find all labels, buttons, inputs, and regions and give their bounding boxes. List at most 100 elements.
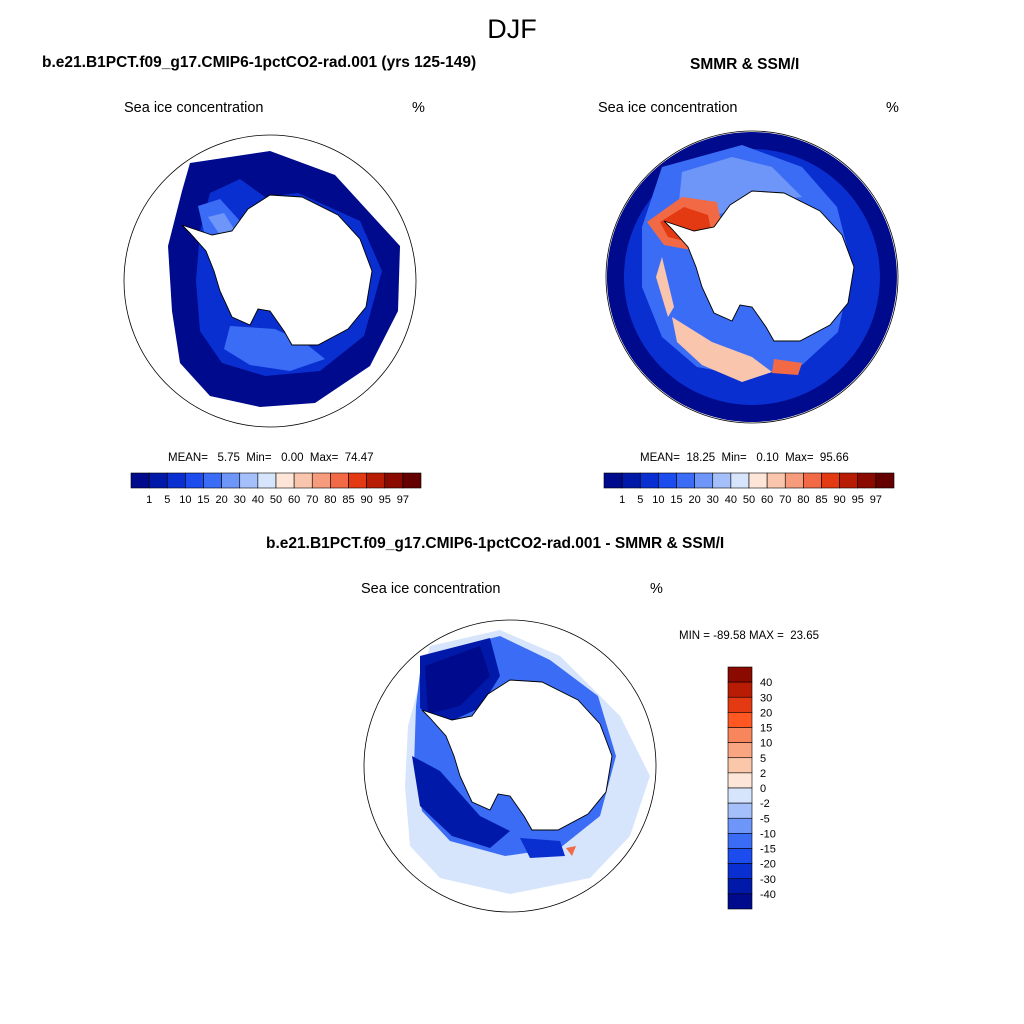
panel1-colorbar-tick-label: 50 [270, 494, 282, 506]
panel1-colorbar-tick-label: 5 [164, 494, 170, 506]
panel3-colorbar-swatch [727, 878, 753, 895]
panel2-colorbar-swatch [639, 472, 659, 489]
panel2-colorbar-swatch [603, 472, 623, 489]
panel2-colorbar-swatch [730, 472, 750, 489]
panel3-colorbar-tick-label: -5 [760, 813, 770, 825]
panel3-colorbar-swatch [727, 802, 753, 819]
panel3-colorbar-swatch [727, 666, 753, 683]
panel3-colorbar-swatch [727, 742, 753, 759]
panel1-colorbar-tick-label: 60 [288, 494, 300, 506]
panel3-colorbar-tick-label: 20 [760, 707, 772, 719]
panel2-variable-label: Sea ice concentration [598, 100, 738, 116]
panel1-colorbar-swatch [366, 472, 386, 489]
panel3-colorbar-swatch [727, 848, 753, 864]
panel3-colorbar-swatch [727, 696, 753, 713]
panel1-colorbar-tick-label: 97 [397, 494, 409, 506]
panel2-colorbar-swatch [803, 472, 822, 489]
panel2-colorbar-swatch [658, 472, 677, 489]
panel1-colorbar-tick-label: 15 [197, 494, 209, 506]
panel1-variable-label: Sea ice concentration [124, 100, 264, 116]
panel1-colorbar-swatch [185, 472, 204, 489]
panel1-colorbar-swatch [293, 472, 313, 489]
panel2-colorbar-tick-label: 1 [619, 494, 625, 506]
panel1-colorbar-swatch [311, 472, 331, 489]
panel3-colorbar-swatch [727, 863, 753, 880]
panel3-title: b.e21.B1PCT.f09_g17.CMIP6-1pctCO2-rad.00… [266, 535, 725, 552]
panel2-map [605, 130, 899, 424]
panel1-colorbar-tick-label: 20 [216, 494, 228, 506]
panel1-colorbar-swatch [257, 472, 277, 489]
panel2-colorbar-tick-label: 40 [725, 494, 737, 506]
panel2-colorbar-tick-label: 20 [689, 494, 701, 506]
panel2-colorbar-swatch [784, 472, 804, 489]
panel1-colorbar-swatch [203, 472, 222, 489]
panel2-colorbar-swatch [694, 472, 714, 489]
panel3-colorbar-tick-label: -40 [760, 889, 776, 901]
panel1-colorbar-tick-label: 85 [342, 494, 354, 506]
panel2-colorbar-tick-label: 97 [870, 494, 882, 506]
panel2-colorbar-tick-label: 90 [834, 494, 846, 506]
panel3-colorbar-tick-label: -20 [760, 859, 776, 871]
panel1-colorbar-tick-label: 95 [379, 494, 391, 506]
panel3-colorbar-swatch [727, 727, 753, 743]
panel3-colorbar-swatch [727, 817, 753, 834]
panel3-colorbar-tick-label: -15 [760, 844, 776, 856]
panel3-variable-label: Sea ice concentration [361, 581, 501, 597]
panel2-colorbar-tick-label: 60 [761, 494, 773, 506]
panel2-colorbar-swatch [875, 472, 895, 489]
panel3-colorbar-tick-label: 5 [760, 753, 766, 765]
panel2-colorbar-tick-label: 70 [779, 494, 791, 506]
panel2-colorbar-swatch [839, 472, 859, 489]
panel3-map [363, 619, 657, 913]
panel2-colorbar-tick-label: 5 [637, 494, 643, 506]
panel1-units-label: % [412, 100, 425, 116]
panel3-colorbar-tick-label: -10 [760, 828, 776, 840]
panel3-colorbar-tick-label: 15 [760, 723, 772, 735]
panel3-colorbar-swatch [727, 681, 753, 698]
panel1-colorbar-tick-label: 10 [179, 494, 191, 506]
panel3-colorbar-swatch [727, 772, 753, 789]
panel1-colorbar-tick-label: 90 [361, 494, 373, 506]
season-title: DJF [487, 14, 537, 44]
panel2-colorbar-swatch [766, 472, 786, 489]
panel3-colorbar-tick-label: 10 [760, 738, 772, 750]
panel2-colorbar-swatch [821, 472, 840, 489]
panel2-colorbar-tick-label: 80 [797, 494, 809, 506]
panel1-colorbar-tick-label: 40 [252, 494, 264, 506]
panel2-colorbar-swatch [712, 472, 732, 489]
panel2-colorbar-swatch [857, 472, 877, 489]
panel2-colorbar-tick-label: 10 [652, 494, 664, 506]
panel1-colorbar-swatch [130, 472, 150, 489]
panel3-colorbar-tick-label: 40 [760, 677, 772, 689]
panel1-stats: MEAN= 5.75 Min= 0.00 Max= 74.47 [168, 452, 374, 464]
panel3-colorbar-swatch [727, 893, 753, 910]
panel2-colorbar-tick-label: 95 [852, 494, 864, 506]
panel1-map [123, 134, 417, 428]
panel2-colorbar-swatch [676, 472, 695, 489]
panel2-colorbar-tick-label: 50 [743, 494, 755, 506]
panel2-colorbar-swatch [621, 472, 641, 489]
panel3-colorbar-swatch [727, 757, 753, 774]
panel3-colorbar-swatch [727, 712, 753, 728]
panel2-colorbar-tick-label: 30 [707, 494, 719, 506]
panel1-title: b.e21.B1PCT.f09_g17.CMIP6-1pctCO2-rad.00… [42, 54, 477, 71]
panel1-colorbar-swatch [166, 472, 186, 489]
panel3-units-label: % [650, 581, 663, 597]
panel1-colorbar-swatch [239, 472, 259, 489]
panel1-colorbar-swatch [221, 472, 241, 489]
panel1-colorbar-tick-label: 80 [324, 494, 336, 506]
panel1-colorbar-tick-label: 30 [234, 494, 246, 506]
panel2-colorbar-tick-label: 85 [815, 494, 827, 506]
panel1-colorbar-swatch [402, 472, 422, 489]
panel1-colorbar-tick-label: 1 [146, 494, 152, 506]
panel3-colorbar-swatch [727, 833, 753, 849]
panel2-colorbar-tick-label: 15 [670, 494, 682, 506]
panel2-title: SMMR & SSM/I [690, 56, 800, 73]
panel3-colorbar-tick-label: 0 [760, 783, 766, 795]
panel3-colorbar-tick-label: -2 [760, 798, 770, 810]
panel2-stats: MEAN= 18.25 Min= 0.10 Max= 95.66 [640, 452, 849, 464]
panel3-colorbar-tick-label: 30 [760, 692, 772, 704]
panel3-colorbar-tick-label: 2 [760, 768, 766, 780]
panel1-colorbar-swatch [384, 472, 404, 489]
